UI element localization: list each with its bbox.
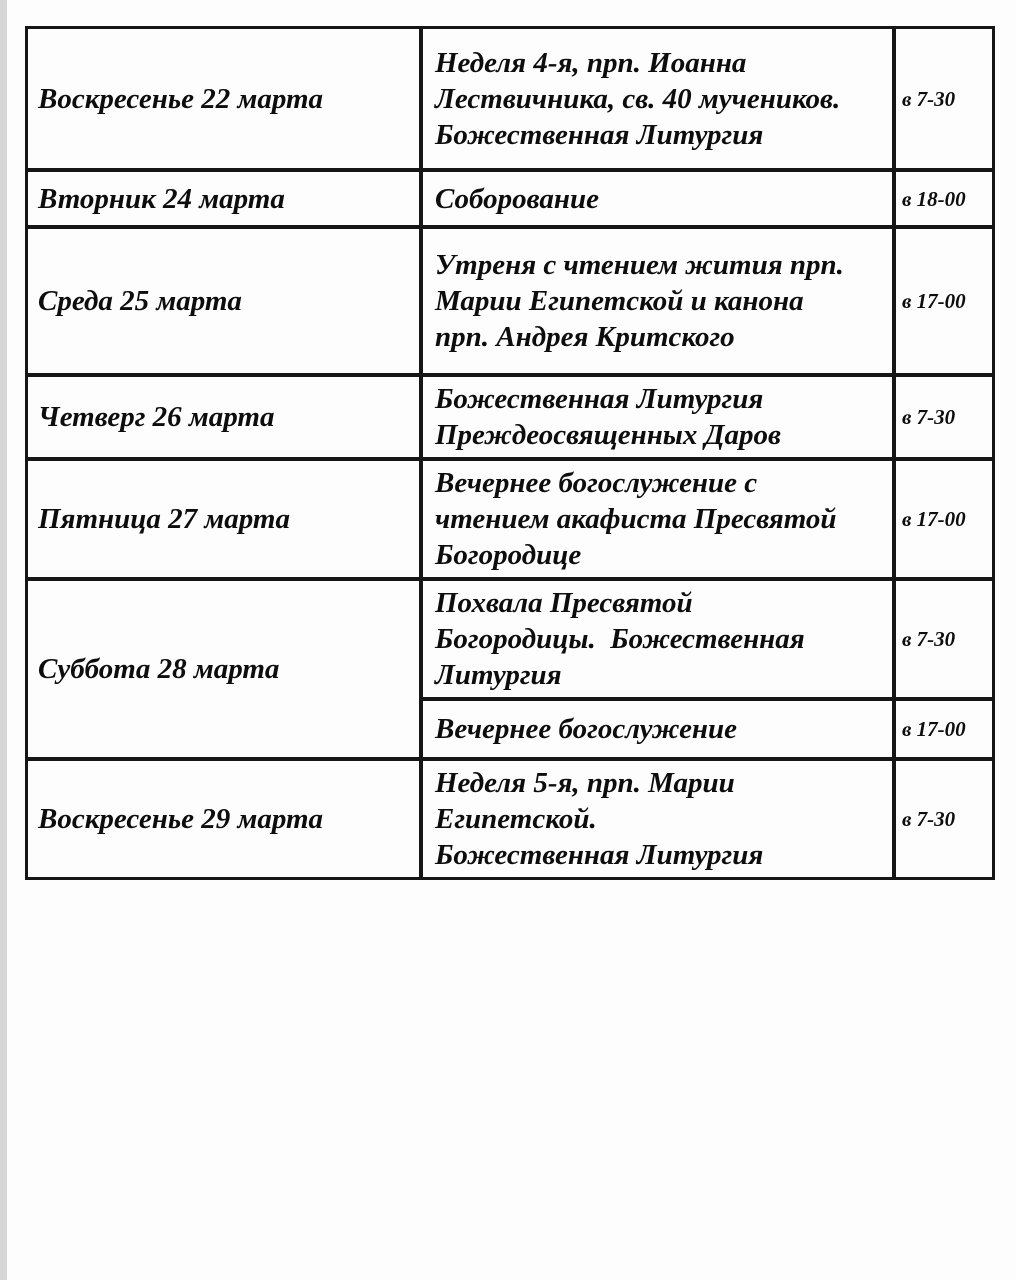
date-cell: Пятница 27 марта — [26, 459, 421, 579]
date-cell: Четверг 26 марта — [26, 375, 421, 459]
service-time-cell: в 17-00 — [894, 227, 994, 375]
service-time-cell: в 7-30 — [894, 27, 994, 170]
table-row: Пятница 27 марта Вечернее богослужение с… — [26, 459, 994, 579]
date-cell: Воскресенье 22 марта — [26, 27, 421, 170]
table-row: Воскресенье 29 марта Неделя 5-я, прп. Ма… — [26, 759, 994, 879]
table-row: Суббота 28 марта Похвала Пресвятой Богор… — [26, 579, 994, 759]
service-time-cell: в 7-30 — [894, 579, 994, 699]
table-row: Вторник 24 марта Соборование в 18-00 — [26, 170, 994, 227]
service-description-cell: Утреня с чтением жития прп. Марии Египет… — [421, 227, 894, 375]
service-description-cell: Божественная Литургия Преждеосвященных Д… — [421, 375, 894, 459]
schedule-table: Воскресенье 22 марта Неделя 4-я, прп. Ио… — [25, 26, 995, 880]
date-cell: Воскресенье 29 марта — [26, 759, 421, 879]
service-description-cell: Соборование — [421, 170, 894, 227]
service-time-cell: в 17-00 — [894, 459, 994, 579]
service-description-cell: Похвала Пресвятой Богородицы. Божественн… — [421, 579, 894, 699]
service-time-cell: в 18-00 — [894, 170, 994, 227]
service-time-cell: в 7-30 — [894, 759, 994, 879]
table-row: Четверг 26 марта Божественная Литургия П… — [26, 375, 994, 459]
service-description-cell: Вечернее богослужение с чтением акафиста… — [421, 459, 894, 579]
table-row: Воскресенье 22 марта Неделя 4-я, прп. Ио… — [26, 27, 994, 170]
date-cell: Суббота 28 марта — [26, 579, 421, 759]
date-cell: Среда 25 марта — [26, 227, 421, 375]
service-time-cell: в 7-30 — [894, 375, 994, 459]
page-edge-shadow — [0, 0, 7, 1280]
service-description-cell: Вечернее богослужение — [421, 699, 894, 759]
table-row: Среда 25 марта Утреня с чтением жития пр… — [26, 227, 994, 375]
table-row: Вечернее богослужение в 17-00 — [26, 699, 994, 759]
service-time-cell: в 17-00 — [894, 699, 994, 759]
date-cell: Вторник 24 марта — [26, 170, 421, 227]
service-description-cell: Неделя 4-я, прп. Иоанна Лествичника, св.… — [421, 27, 894, 170]
service-description-cell: Неделя 5-я, прп. Марии Египетской. Божес… — [421, 759, 894, 879]
